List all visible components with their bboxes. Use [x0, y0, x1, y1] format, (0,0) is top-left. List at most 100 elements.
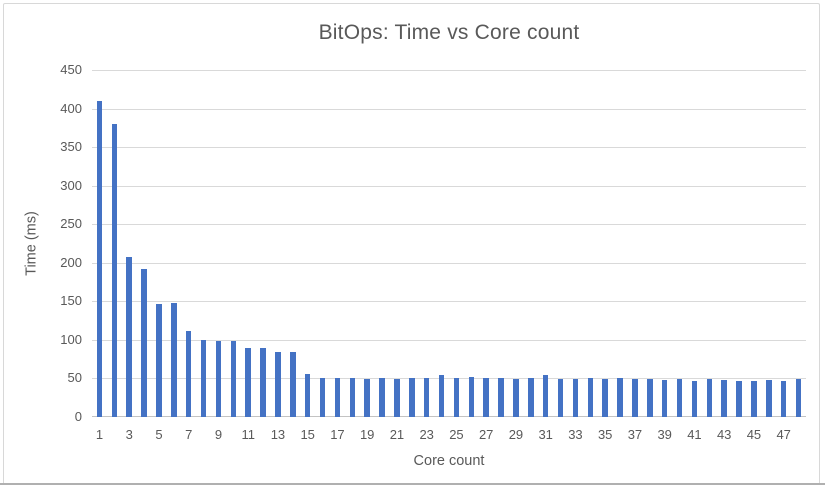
bar-core-29: [513, 379, 519, 417]
x-tick-label: 21: [389, 427, 405, 442]
x-tick-label: 23: [419, 427, 434, 442]
bar-core-16: [319, 378, 326, 417]
y-tick-label: 350: [60, 139, 82, 155]
bar-slot: [732, 70, 747, 417]
x-tick-label: 25: [449, 427, 464, 442]
bar-core-48: [795, 379, 802, 417]
bar-core-21: [394, 379, 400, 417]
bar-slot: [345, 70, 360, 417]
bar-core-23: [423, 378, 430, 417]
bar-slot: [211, 70, 226, 417]
bar-slot: [330, 70, 345, 417]
x-tick-label: 11: [241, 427, 255, 442]
bar-core-17: [334, 378, 341, 417]
bar-slot: [315, 70, 330, 417]
bar-core-13: [275, 352, 281, 417]
x-tick-label: 15: [300, 427, 315, 442]
gridline: [92, 378, 806, 380]
bar-slot: [464, 70, 479, 417]
chart-panel: BitOps: Time vs Core count 0 50 100 150 200 2…: [3, 3, 820, 483]
bar-core-37: [632, 379, 638, 417]
bar-core-34: [587, 378, 594, 417]
bar-slot: [613, 70, 628, 417]
bar-slot: [747, 70, 762, 417]
bar-slot: [791, 70, 806, 417]
x-axis-line: [92, 416, 806, 417]
gridline: [92, 301, 806, 303]
bar-slot: [196, 70, 211, 417]
bar-core-46: [766, 380, 772, 417]
bar-core-18: [349, 378, 356, 417]
bar-core-15: [304, 373, 311, 417]
bar-slot: [390, 70, 405, 417]
x-tick-label: 31: [538, 427, 553, 442]
x-tick-label: 43: [716, 427, 732, 442]
bar-core-28: [498, 378, 504, 417]
bar-core-43: [721, 380, 727, 417]
bar-slot: [479, 70, 494, 417]
gridline: [92, 262, 806, 264]
bar-core-35: [602, 379, 608, 417]
bar-slot: [181, 70, 196, 417]
window-bottom-edge: [0, 483, 825, 485]
chart-title: BitOps: Time vs Core count: [318, 21, 580, 44]
bar-slot: [107, 70, 122, 417]
bar-core-38: [647, 379, 653, 417]
bar-slot: [419, 70, 434, 417]
bar-slot: [509, 70, 524, 417]
bar-slot: [583, 70, 598, 417]
bar-slot: [538, 70, 553, 417]
bar-slot: [657, 70, 672, 417]
x-tick-label: 37: [627, 427, 643, 442]
bar-slot: [166, 70, 181, 417]
bar-slot: [300, 70, 315, 417]
bar-slot: [687, 70, 702, 417]
y-tick-label: 400: [60, 100, 82, 116]
bar-core-41: [691, 380, 698, 417]
x-tick-label: 33: [568, 427, 583, 442]
bar-core-31: [542, 374, 549, 417]
bar-slot: [672, 70, 687, 417]
bar-slot: [152, 70, 167, 417]
x-tick-label: 45: [746, 427, 762, 442]
y-tick-label: 250: [60, 216, 82, 232]
bar-core-22: [409, 378, 415, 417]
x-tick-label: 5: [155, 427, 163, 442]
bar-core-39: [661, 380, 668, 417]
bar-core-45: [751, 380, 757, 417]
bar-core-42: [706, 379, 713, 417]
bar-slot: [449, 70, 464, 417]
bar-slot: [92, 70, 107, 417]
bar-core-3: [126, 256, 132, 417]
bar-core-19: [364, 379, 370, 417]
bar-slot: [256, 70, 271, 417]
bar-core-1: [96, 100, 103, 417]
bar-core-4: [141, 268, 147, 417]
x-tick-label: 47: [776, 427, 791, 442]
bar-slot: [404, 70, 419, 417]
bar-core-40: [676, 379, 683, 417]
x-tick-label: 27: [478, 427, 494, 442]
x-tick-label: 3: [125, 427, 133, 442]
x-tick-label: 39: [657, 427, 672, 442]
y-axis-title: Time (ms): [23, 211, 40, 276]
bar-slot: [702, 70, 717, 417]
bar-core-10: [230, 340, 237, 417]
y-tick-label: 0: [74, 409, 82, 424]
x-tick-label: 29: [508, 427, 524, 442]
gridline: [92, 70, 806, 71]
bar-slot: [360, 70, 375, 417]
y-tick-label: 50: [67, 370, 82, 386]
bar-slot: [761, 70, 776, 417]
bar-core-6: [171, 302, 177, 417]
y-tick-label: 150: [60, 293, 82, 309]
x-tick-label: 1: [95, 427, 104, 442]
bar-slot: [494, 70, 509, 417]
bar-core-2: [111, 123, 118, 417]
bar-core-25: [453, 377, 460, 417]
bar-core-9: [215, 340, 222, 417]
bar-slot: [434, 70, 449, 417]
plot-area: [92, 70, 806, 417]
x-tick-label: 9: [214, 427, 223, 442]
